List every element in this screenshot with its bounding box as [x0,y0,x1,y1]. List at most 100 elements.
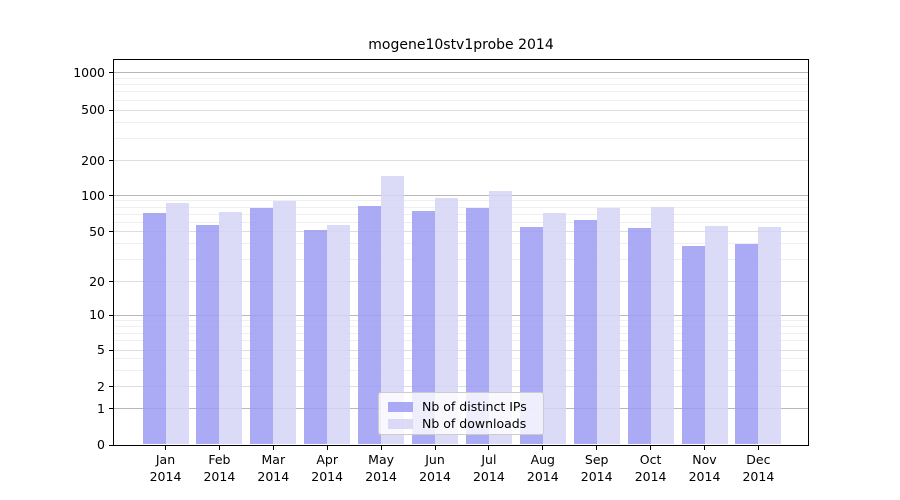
bar-distinct-ips-dec [735,243,759,445]
x-tick-mark [165,446,166,450]
x-tick-label-jun: Jun 2014 [407,451,463,485]
minor-gridline [114,243,808,245]
minor-gridline [114,369,808,371]
legend-label-distinct-ips: Nb of distinct IPs [422,399,527,414]
x-tick-label-nov: Nov 2014 [677,451,733,485]
y-tick-mark [109,195,113,196]
minor-gridline [114,332,808,334]
major-gridline [114,386,808,387]
minor-gridline [114,91,808,93]
bar-downloads-aug [542,212,566,445]
x-tick-year: 2014 [472,469,505,484]
decade-gridline [114,314,808,316]
x-tick-mark [218,446,220,450]
y-tick-mark [109,231,113,232]
y-tick-label: 2 [97,378,105,394]
plot-frame [113,58,809,446]
bar-downloads-feb [219,211,243,445]
minor-gridline [114,200,808,202]
x-tick-year: 2014 [149,469,182,484]
y-tick-mark [109,349,113,351]
x-tick-month: Nov [692,452,717,467]
bar-downloads-jun [435,198,458,445]
bar-downloads-dec [758,226,782,445]
x-tick-month: Jun [425,452,445,467]
minor-gridline [114,206,808,208]
x-tick-month: Feb [208,452,231,467]
bar-distinct-ips-mar [250,208,274,445]
x-tick-year: 2014 [688,469,721,484]
x-tick-month: Mar [261,452,286,467]
y-tick-label: 5 [97,342,105,357]
y-tick-label: 20 [89,273,105,289]
y-tick-mark [109,281,113,282]
x-tick-year: 2014 [257,469,290,484]
x-tick-month: Jan [155,452,176,467]
bar-downloads-sep [596,207,620,445]
x-tick-label-jan: Jan 2014 [138,451,194,485]
bar-distinct-ips-apr [304,230,328,445]
x-tick-month: Oct [639,452,662,467]
minor-gridline [114,340,808,342]
bar-downloads-may [381,176,405,445]
chart-title: mogene10stv1probe 2014 [368,37,554,53]
y-tick-label: 1000 [73,64,105,80]
x-tick-label-oct: Oct 2014 [623,451,679,485]
x-tick-mark [542,446,544,450]
legend-row-distinct-ips: Nb of distinct IPs [388,398,534,415]
minor-gridline [114,137,808,139]
minor-gridline [114,213,808,215]
x-tick-mark [380,446,382,450]
major-gridline [114,349,808,351]
bar-distinct-ips-feb [196,224,220,445]
bar-distinct-ips-aug [519,226,543,445]
bar-downloads-mar [273,200,297,445]
x-tick-mark [757,446,759,450]
decade-gridline [114,72,808,73]
y-tick-label: 1 [97,400,105,416]
x-tick-month: Aug [530,452,555,467]
x-tick-label-aug: Aug 2014 [515,451,571,485]
y-tick-mark [109,72,113,73]
bar-downloads-jan [165,202,189,445]
x-tick-label-feb: Feb 2014 [191,451,247,485]
x-tick-label-jul: Jul 2014 [461,451,517,485]
major-gridline [114,231,808,232]
y-tick-label: 500 [81,102,105,117]
minor-gridline [114,221,808,223]
y-tick-mark [109,408,113,409]
x-tick-year: 2014 [634,469,667,484]
x-tick-year: 2014 [365,469,397,484]
y-tick-mark [109,160,113,161]
x-tick-month: Dec [746,452,771,467]
x-tick-label-may: May 2014 [353,451,409,485]
bar-downloads-nov [704,225,728,445]
legend-row-downloads: Nb of downloads [388,415,534,432]
x-tick-month: Sep [584,452,609,467]
x-tick-month: Apr [316,452,338,467]
x-tick-mark [434,446,436,450]
minor-gridline [114,84,808,86]
x-tick-year: 2014 [742,469,775,484]
y-tick-mark [109,314,113,316]
x-tick-label-mar: Mar 2014 [245,451,301,485]
y-tick-mark [109,109,113,111]
x-tick-year: 2014 [526,469,559,484]
x-tick-mark [704,446,705,450]
minor-gridline [114,325,808,327]
x-tick-label-apr: Apr 2014 [299,451,355,485]
minor-gridline [114,77,808,79]
major-gridline [114,281,808,282]
major-gridline [114,109,808,111]
major-gridline [114,160,808,161]
bar-distinct-ips-may [358,205,382,445]
y-tick-mark [109,444,113,446]
bar-distinct-ips-sep [573,220,597,445]
x-tick-label-sep: Sep 2014 [569,451,625,485]
legend-swatch-downloads [388,418,413,429]
x-tick-mark [650,446,652,450]
minor-gridline [114,258,808,260]
y-tick-mark [109,386,113,387]
x-tick-label-dec: Dec 2014 [730,451,786,485]
x-tick-month: May [368,452,395,467]
